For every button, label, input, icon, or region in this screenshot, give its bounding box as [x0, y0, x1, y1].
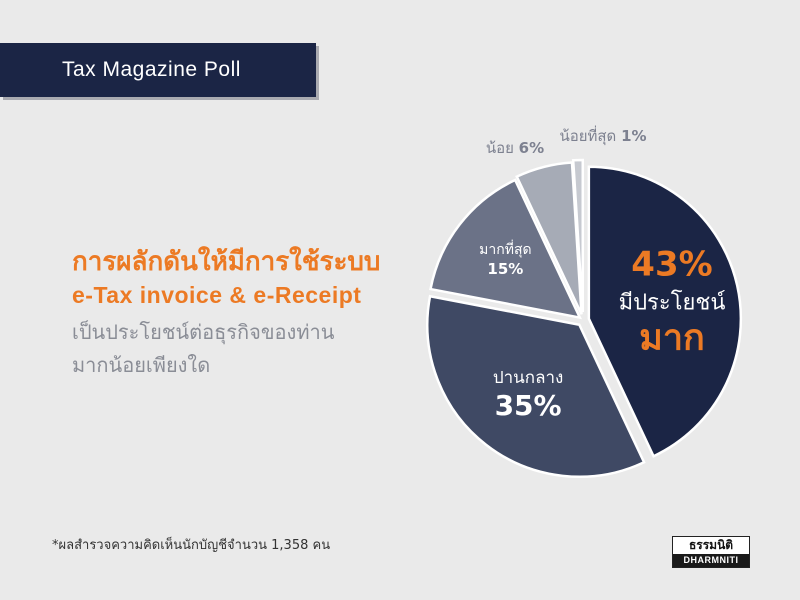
- pie-slice-5: [571, 158, 584, 313]
- pie-slice-3: [429, 178, 583, 320]
- survey-footnote: *ผลสำรวจความคิดเห็นนักบัญชีจำนวน 1,358 ค…: [52, 538, 331, 553]
- headline-line-4: มากน้อยเพียงใด: [72, 353, 211, 377]
- slice-name-5: น้อยที่สุด: [559, 125, 621, 146]
- slice-name-3: มากที่สุด: [479, 240, 531, 258]
- slice-name-1b: มาก: [639, 317, 705, 358]
- slice-value-5: 1%: [621, 127, 646, 145]
- slice-label-4: น้อย 6%: [486, 139, 544, 157]
- slice-label-5: น้อยที่สุด 1%: [559, 125, 646, 146]
- slice-name-2: ปานกลาง: [493, 368, 564, 388]
- headline-line-2: e-Tax invoice & e-Receipt: [72, 282, 362, 308]
- pie-slice-2: [426, 294, 646, 478]
- pie-slice-4: [515, 161, 583, 315]
- logo-thai-text: ธรรมนิติ: [688, 538, 734, 552]
- headline: การผลักดันให้มีการใช้ระบบ e-Tax invoice …: [72, 244, 380, 382]
- slice-name-1: มีประโยชน์: [619, 289, 726, 315]
- banner-title: Tax Magazine Poll: [62, 58, 241, 81]
- poll-banner: Tax Magazine Poll: [0, 43, 316, 97]
- slice-name-4: น้อย: [486, 139, 519, 157]
- logo-latin-text: DHARMNITI: [673, 554, 749, 567]
- headline-line-1: การผลักดันให้มีการใช้ระบบ: [72, 247, 381, 277]
- slice-value-2: 35%: [495, 389, 562, 422]
- headline-line-3: เป็นประโยชน์ต่อธุรกิจของท่าน: [72, 320, 335, 344]
- dharmniti-logo: ธรรมนิติ DHARMNITI: [672, 536, 750, 568]
- slice-value-1: 43%: [631, 244, 712, 284]
- pie-slice-1: [587, 165, 743, 458]
- slice-value-4: 6%: [519, 139, 544, 157]
- slice-value-3: 15%: [487, 260, 523, 278]
